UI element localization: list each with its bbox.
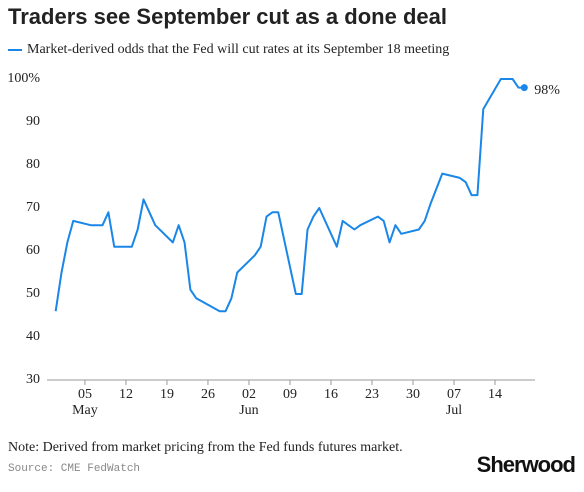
x-tick-label: 02 (242, 387, 256, 402)
x-tick-label: 09 (283, 387, 297, 402)
y-tick-label: 30 (26, 372, 40, 387)
x-tick-label: 26 (201, 387, 215, 402)
y-tick-label: 50 (26, 286, 40, 301)
y-tick-label: 100% (7, 71, 40, 86)
x-tick-label: 19 (160, 387, 174, 402)
x-tick-label: 05 (78, 387, 92, 402)
month-label: Jul (446, 403, 462, 418)
y-tick-label: 80 (26, 157, 40, 172)
y-tick-label: 40 (26, 329, 40, 344)
x-tick-label: 14 (488, 387, 502, 402)
end-point (520, 84, 528, 92)
month-label: Jun (239, 403, 258, 418)
line (54, 78, 525, 313)
x-tick-label: 30 (406, 387, 420, 402)
x-tick-label: 23 (365, 387, 379, 402)
chart-title: Traders see September cut as a done deal (8, 4, 447, 29)
x-tick-label: 07 (447, 387, 461, 402)
x-tick-label: 12 (119, 387, 133, 402)
x-tick-label: 16 (324, 387, 338, 402)
y-tick-label: 90 (26, 114, 40, 129)
y-tick-label: 70 (26, 200, 40, 215)
y-tick-label: 60 (26, 243, 40, 258)
month-label: May (72, 403, 98, 418)
legend-label: Market-derived odds that the Fed will cu… (27, 42, 449, 57)
source: Source: CME FedWatch (8, 463, 140, 475)
brand-logo: Sherwood (477, 452, 575, 477)
value-label: 98% (534, 83, 560, 98)
note: Note: Derived from market pricing from t… (8, 440, 403, 455)
